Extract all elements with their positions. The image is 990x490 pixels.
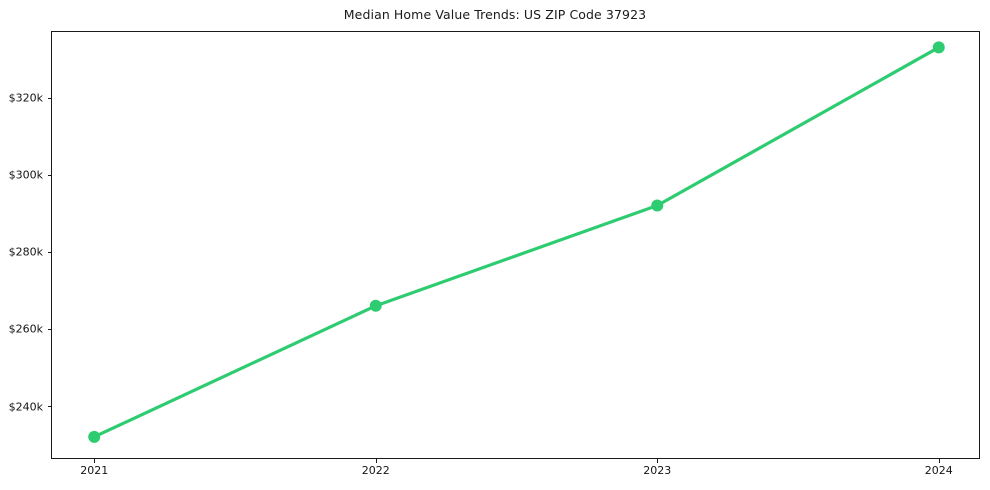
y-tick-label: $300k xyxy=(8,168,43,182)
y-tick-label: $320k xyxy=(8,91,43,105)
x-tick-mark xyxy=(94,458,96,463)
y-tick-mark xyxy=(47,251,52,253)
data-point-2021 xyxy=(88,430,101,443)
series-markers xyxy=(88,41,945,443)
y-tick-mark xyxy=(47,174,52,176)
series-line-median-home-value xyxy=(92,45,941,439)
data-point-2022 xyxy=(369,299,382,312)
x-tick-label: 2021 xyxy=(80,464,109,477)
chart-title: Median Home Value Trends: US ZIP Code 37… xyxy=(343,7,647,22)
y-tick-label: $240k xyxy=(8,400,43,414)
x-tick-mark xyxy=(375,458,377,463)
y-tick-mark xyxy=(47,328,52,330)
y-tick-mark xyxy=(47,97,52,99)
plot-area: $240k $260k $280k $300k $320k 2021 2022 2023 20… xyxy=(9,31,980,476)
y-tick-mark xyxy=(47,406,52,408)
data-point-2023 xyxy=(651,199,664,212)
x-tick-label: 2022 xyxy=(361,464,390,477)
data-point-2024 xyxy=(932,41,945,54)
x-tick-mark xyxy=(657,458,659,463)
y-tick-label: $260k xyxy=(8,322,43,336)
x-tick-label: 2023 xyxy=(643,464,672,477)
line-chart-canvas xyxy=(88,41,945,443)
x-tick-label: 2024 xyxy=(924,464,953,477)
y-tick-label: $280k xyxy=(8,245,43,259)
x-tick-mark xyxy=(938,458,940,463)
